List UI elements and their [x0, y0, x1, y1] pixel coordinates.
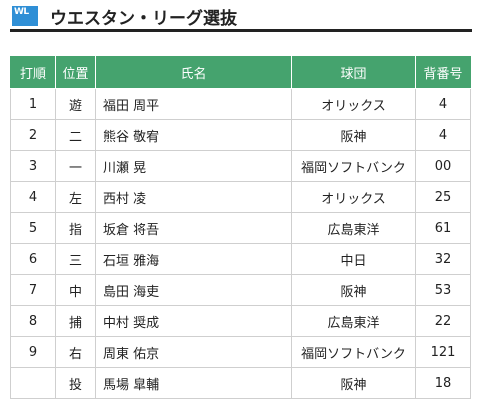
league-logo-icon: WL [12, 6, 38, 26]
cell-position: 指 [55, 212, 96, 244]
cell-team: 中日 [291, 243, 416, 275]
cell-order: 4 [10, 181, 56, 213]
cell-position: 右 [55, 336, 96, 368]
cell-uniform-number: 25 [415, 181, 471, 213]
cell-order: 7 [10, 274, 56, 306]
cell-position: 中 [55, 274, 96, 306]
cell-order: 9 [10, 336, 56, 368]
cell-uniform-number: 61 [415, 212, 471, 244]
cell-order: 6 [10, 243, 56, 275]
table-row: 9 右周東 佑京 福岡ソフトバンク 121 [10, 336, 471, 368]
table-row: 3 一川瀬 晃福岡ソフトバンク 00 [10, 150, 471, 182]
cell-order: 1 [10, 88, 56, 120]
page-header: WL ウエスタン・リーグ選抜 [12, 4, 472, 29]
cell-team: 福岡ソフトバンク [291, 150, 416, 182]
cell-team: 阪神 [291, 274, 416, 306]
table-body: 1 遊福田 周平 オリックス 4 2 二熊谷 敬宥 阪神 4 3 一川瀬 晃福岡ソフトバンク 00 4… [10, 88, 471, 399]
cell-player-name: 福田 周平 [95, 88, 292, 120]
cell-uniform-number: 32 [415, 243, 471, 275]
cell-player-name: 石垣 雅海 [95, 243, 292, 275]
cell-team: 阪神 [291, 367, 416, 399]
column-header-order: 打順 [10, 56, 56, 89]
page-title: ウエスタン・リーグ選抜 [50, 8, 237, 29]
table-row: 8 捕中村 奨成 広島東洋 22 [10, 305, 471, 337]
cell-player-name: 馬場 皐輔 [95, 367, 292, 399]
cell-position: 捕 [55, 305, 96, 337]
cell-order: 5 [10, 212, 56, 244]
cell-order [10, 367, 56, 399]
cell-team: オリックス [291, 88, 416, 120]
cell-player-name: 周東 佑京 [95, 336, 292, 368]
cell-team: 福岡ソフトバンク [291, 336, 416, 368]
cell-position: 投 [55, 367, 96, 399]
table-row: 5 指坂倉 将吾 広島東洋 61 [10, 212, 471, 244]
column-header-name: 氏名 [95, 56, 292, 89]
cell-order: 8 [10, 305, 56, 337]
column-header-number: 背番号 [415, 56, 471, 89]
cell-player-name: 熊谷 敬宥 [95, 119, 292, 151]
table-header-row: 打順 位置 氏名 球団 背番号 [10, 56, 471, 89]
cell-position: 一 [55, 150, 96, 182]
cell-uniform-number: 4 [415, 88, 471, 120]
cell-position: 三 [55, 243, 96, 275]
cell-team: 阪神 [291, 119, 416, 151]
cell-team: 広島東洋 [291, 305, 416, 337]
lineup-table: 打順 位置 氏名 球団 背番号 1 遊福田 周平 オリックス 4 2 二熊谷 敬宥 阪神 4 3… [10, 56, 471, 399]
cell-uniform-number: 18 [415, 367, 471, 399]
cell-uniform-number: 121 [415, 336, 471, 368]
cell-order: 3 [10, 150, 56, 182]
cell-position: 左 [55, 181, 96, 213]
table-row: 2 二熊谷 敬宥 阪神 4 [10, 119, 471, 151]
cell-order: 2 [10, 119, 56, 151]
table-row: 7 中島田 海吏 阪神 53 [10, 274, 471, 306]
column-header-team: 球団 [291, 56, 416, 89]
cell-player-name: 坂倉 将吾 [95, 212, 292, 244]
cell-uniform-number: 4 [415, 119, 471, 151]
cell-team: オリックス [291, 181, 416, 213]
cell-uniform-number: 53 [415, 274, 471, 306]
table-row: 投馬場 皐輔 阪神 18 [10, 367, 471, 399]
cell-player-name: 中村 奨成 [95, 305, 292, 337]
cell-position: 二 [55, 119, 96, 151]
cell-player-name: 西村 凌 [95, 181, 292, 213]
table-row: 4 左西村 凌オリックス 25 [10, 181, 471, 213]
title-underline [10, 29, 472, 32]
cell-player-name: 島田 海吏 [95, 274, 292, 306]
cell-position: 遊 [55, 88, 96, 120]
cell-uniform-number: 00 [415, 150, 471, 182]
cell-player-name: 川瀬 晃 [95, 150, 292, 182]
table-row: 6 三石垣 雅海 中日 32 [10, 243, 471, 275]
cell-team: 広島東洋 [291, 212, 416, 244]
column-header-position: 位置 [55, 56, 96, 89]
table-row: 1 遊福田 周平 オリックス 4 [10, 88, 471, 120]
cell-uniform-number: 22 [415, 305, 471, 337]
